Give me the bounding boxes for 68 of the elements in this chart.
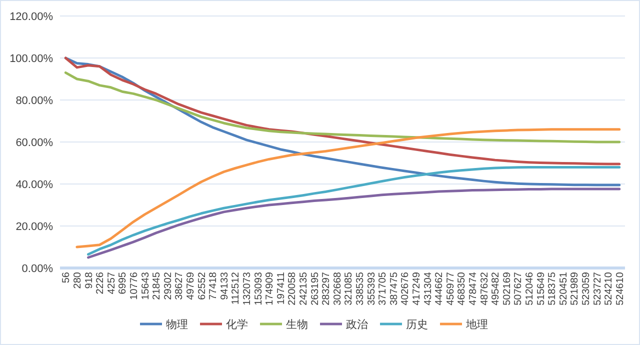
legend-label: 历史 xyxy=(406,318,428,331)
x-tick-label: 387475 xyxy=(388,272,400,306)
legend-label: 化学 xyxy=(226,319,248,331)
line-series xyxy=(87,166,621,256)
x-tick-label: 15643 xyxy=(140,272,152,300)
x-tick-label: 242135 xyxy=(298,272,310,306)
x-tick-label: 524610 xyxy=(614,272,626,306)
x-tick-label: 94133 xyxy=(219,272,230,300)
x-tick-label: 29302 xyxy=(162,272,174,300)
y-tick-label: 100.00% xyxy=(10,53,54,65)
y-tick-label: 20.00% xyxy=(16,221,54,233)
x-tick-label: 444662 xyxy=(434,272,446,306)
x-tick-label: 112512 xyxy=(230,272,242,305)
y-tick-label: 60.00% xyxy=(16,137,54,149)
x-tick-label: 62552 xyxy=(196,272,208,300)
y-tick-label: 40.00% xyxy=(16,179,54,191)
line-series xyxy=(76,128,621,248)
legend-label: 地理 xyxy=(465,318,488,331)
x-tick-label: 518375 xyxy=(547,272,558,306)
x-tick-label: 56 xyxy=(61,272,72,284)
y-tick-label: 120.00% xyxy=(10,11,54,23)
x-tick-label: 321085 xyxy=(344,272,355,306)
x-tick-label: 355393 xyxy=(366,272,378,306)
x-tick-label: 417249 xyxy=(411,272,422,306)
x-tick-label: 495482 xyxy=(490,272,502,306)
y-tick-label: 0.00% xyxy=(22,263,54,275)
x-tick-label: 468350 xyxy=(456,272,468,306)
x-tick-label: 338535 xyxy=(354,272,366,306)
x-tick-label: 280 xyxy=(72,272,84,289)
x-tick-label: 371705 xyxy=(378,272,389,306)
x-tick-label: 38627 xyxy=(174,272,186,300)
legend-label: 政治 xyxy=(346,319,368,331)
x-tick-label: 478474 xyxy=(468,272,479,306)
x-tick-label: 523059 xyxy=(580,272,592,306)
x-tick-label: 520451 xyxy=(558,272,570,306)
x-tick-label: 456977 xyxy=(445,272,456,306)
x-tick-label: 2226 xyxy=(95,272,106,294)
x-tick-label: 402676 xyxy=(400,272,412,306)
line-series xyxy=(64,56,621,166)
x-tick-label: 515649 xyxy=(536,272,547,306)
x-tick-label: 174909 xyxy=(264,272,276,306)
legend-label: 物理 xyxy=(166,319,188,331)
x-tick-label: 21845 xyxy=(152,272,163,300)
line-series xyxy=(64,71,621,144)
x-tick-label: 10776 xyxy=(128,272,140,300)
x-tick-label: 153093 xyxy=(253,272,264,306)
x-tick-label: 302668 xyxy=(332,272,344,306)
x-tick-label: 918 xyxy=(84,272,95,289)
x-tick-label: 523727 xyxy=(592,272,604,306)
x-tick-label: 132073 xyxy=(242,272,253,306)
x-tick-label: 431304 xyxy=(422,272,434,306)
legend-label: 生物 xyxy=(286,318,308,331)
x-tick-label: 220058 xyxy=(287,272,298,306)
x-tick-label: 4257 xyxy=(106,272,118,294)
x-tick-label: 6995 xyxy=(118,272,129,294)
x-tick-label: 283297 xyxy=(321,272,332,306)
y-tick-label: 80.00% xyxy=(16,95,54,107)
x-tick-label: 49769 xyxy=(185,272,196,300)
x-tick-label: 524210 xyxy=(604,272,615,306)
x-tick-label: 197411 xyxy=(276,272,287,305)
line-series xyxy=(87,188,621,259)
x-tick-label: 77418 xyxy=(208,272,220,300)
x-tick-label: 507627 xyxy=(513,272,524,306)
x-tick-label: 502169 xyxy=(502,272,513,306)
x-tick-label: 521989 xyxy=(570,272,581,306)
x-tick-label: 487632 xyxy=(479,272,490,306)
x-tick-label: 512046 xyxy=(524,272,536,306)
x-tick-label: 263195 xyxy=(310,272,321,306)
